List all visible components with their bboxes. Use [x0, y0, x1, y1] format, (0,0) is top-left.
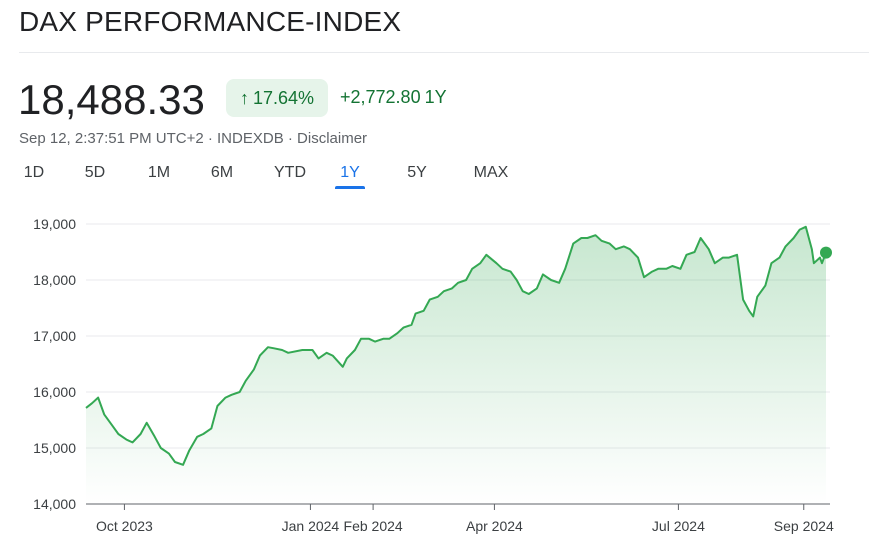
area-layer [86, 226, 826, 505]
area-fill [86, 226, 826, 505]
tab-6m[interactable]: 6M [210, 164, 234, 181]
y-tick-label: 14,000 [33, 496, 76, 512]
y-tick-label: 17,000 [33, 328, 76, 344]
price-chart[interactable]: 14,000 15,000 16,000 17,000 18,000 19,000 Oct … [0, 200, 869, 556]
tab-max[interactable]: MAX [473, 164, 509, 181]
change-percent-badge: ↑ 17.64% [226, 79, 328, 117]
y-tick-label: 15,000 [33, 440, 76, 456]
tab-ytd[interactable]: YTD [274, 164, 306, 181]
range-tabs: 1D 5D 1M 6M YTD 1Y 5Y MAX [19, 162, 511, 189]
tab-5d[interactable]: 5D [84, 164, 106, 181]
x-tick-label: Feb 2024 [344, 518, 403, 534]
x-tick-label: Apr 2024 [466, 518, 523, 534]
current-price: 18,488.33 [18, 76, 205, 123]
y-tick-label: 19,000 [33, 216, 76, 232]
tab-1y[interactable]: 1Y [335, 162, 365, 189]
tab-5y[interactable]: 5Y [407, 164, 427, 181]
arrow-up-icon: ↑ [239, 87, 249, 108]
y-tick-label: 18,000 [33, 272, 76, 288]
y-tick-label: 16,000 [33, 384, 76, 400]
change-percent-value: 17.64% [252, 87, 315, 108]
page-title: DAX PERFORMANCE-INDEX [19, 6, 402, 37]
line-layer [85, 225, 832, 466]
x-tick-label: Jul 2024 [652, 518, 705, 534]
x-tick-label: Jan 2024 [282, 518, 340, 534]
tab-1m[interactable]: 1M [147, 164, 171, 181]
series-line [85, 225, 827, 466]
x-tick-label: Sep 2024 [774, 518, 834, 534]
axis-layer: 14,000 15,000 16,000 17,000 18,000 19,000 Oct … [33, 216, 834, 534]
header-divider [19, 52, 869, 53]
change-absolute: +2,772.80 1Y [340, 87, 447, 108]
quote-meta: Sep 12, 2:37:51 PM UTC+2 · INDEXDB · Dis… [19, 130, 368, 147]
change-absolute-value: +2,772.80 [340, 87, 421, 107]
last-point-marker [820, 246, 832, 259]
tab-1d[interactable]: 1D [23, 164, 45, 181]
change-period: 1Y [424, 87, 447, 107]
x-tick-label: Oct 2023 [96, 518, 153, 534]
